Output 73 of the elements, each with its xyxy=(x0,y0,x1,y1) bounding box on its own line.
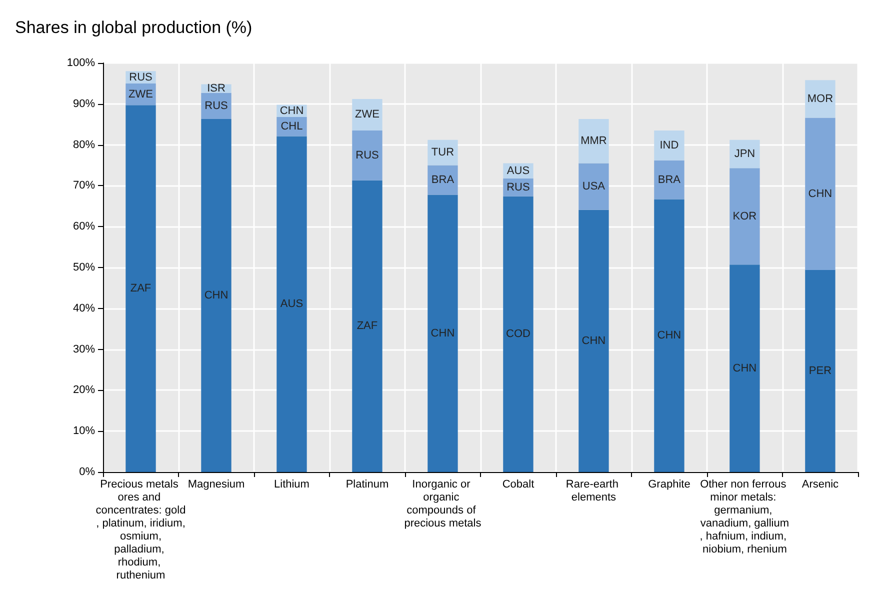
y-tick-label: 100% xyxy=(66,57,96,69)
bar xyxy=(352,130,382,180)
data-label: CHN xyxy=(430,327,455,340)
y-tick-label: 40% xyxy=(72,302,96,314)
bar xyxy=(352,98,382,130)
data-label: RUS xyxy=(204,100,228,112)
x-tick-label: Arsenic xyxy=(802,478,840,490)
x-tick-label: Lithium xyxy=(274,478,310,490)
y-tick-label: 60% xyxy=(72,220,96,233)
bar xyxy=(201,119,232,472)
bar xyxy=(352,180,382,472)
data-label: CHN xyxy=(657,330,682,342)
bar xyxy=(654,199,684,472)
bar xyxy=(578,163,609,210)
chart-title: Shares in global production (%) xyxy=(15,18,252,37)
bar xyxy=(428,194,458,472)
bar xyxy=(276,136,307,472)
data-label: MOR xyxy=(807,92,834,105)
x-tick-label: Cobalt xyxy=(502,478,534,490)
x-tick-label: Rare-earth elements xyxy=(566,478,622,504)
y-tick-label: 70% xyxy=(72,180,96,192)
bar xyxy=(428,140,458,166)
x-tick-label: Graphite xyxy=(648,478,690,490)
bar xyxy=(654,160,684,200)
bar xyxy=(503,196,534,472)
data-label: CHN xyxy=(732,362,757,374)
bar xyxy=(578,119,609,164)
data-label: ZWE xyxy=(128,88,153,100)
y-tick-label: 80% xyxy=(72,138,96,151)
data-label: CHN xyxy=(808,188,832,200)
data-label: CHN xyxy=(582,334,606,347)
data-label: CHN xyxy=(204,290,228,302)
data-label: CHL xyxy=(280,120,303,133)
y-tick-label: 10% xyxy=(72,425,96,438)
x-tick-label: Platinum xyxy=(346,478,389,490)
x-tick-label: Other non ferrous minor metals: germanium, vanadium, gallium, hafnium, indium, niobium, rhenium xyxy=(700,478,790,556)
bar xyxy=(805,118,836,270)
data-label: RUS xyxy=(129,71,152,84)
x-tick-label: Magnesium xyxy=(188,478,245,490)
data-label: MMR xyxy=(580,135,607,148)
data-label: TUR xyxy=(431,146,454,159)
y-tick-label: 90% xyxy=(72,98,96,110)
data-label: CHN xyxy=(280,104,304,117)
bar xyxy=(126,105,156,472)
data-label: AUS xyxy=(280,298,304,310)
bar xyxy=(730,140,760,168)
data-label: ZWE xyxy=(355,108,380,121)
x-tick-label: Precious metals ores and concentrates: gold, platinum, iridium, osmium, palladium, rhodium, ruthenium xyxy=(96,478,186,582)
data-label: PER xyxy=(808,364,832,377)
data-label: COD xyxy=(506,328,530,340)
y-tick-label: 30% xyxy=(72,343,96,356)
bar xyxy=(805,270,836,472)
data-label: AUS xyxy=(506,164,530,177)
y-tick-label: 0% xyxy=(79,466,96,478)
x-tick-label: Inorganic or organic compounds of precious metals xyxy=(404,478,482,530)
data-label: ZAF xyxy=(130,282,152,295)
data-label: ZAF xyxy=(356,320,378,332)
bar xyxy=(730,168,760,265)
data-label: IND xyxy=(660,139,679,152)
y-tick-label: 20% xyxy=(72,384,96,396)
bar xyxy=(730,264,760,472)
data-label: ISR xyxy=(207,82,226,95)
data-label: KOR xyxy=(732,210,757,222)
data-label: RUS xyxy=(356,149,379,162)
data-label: USA xyxy=(582,180,606,193)
data-label: JPN xyxy=(734,148,756,160)
data-label: BRA xyxy=(431,174,455,186)
bar xyxy=(805,80,836,118)
y-tick-label: 50% xyxy=(72,262,96,274)
data-label: RUS xyxy=(506,181,530,194)
bar xyxy=(578,210,609,472)
bar xyxy=(654,130,684,160)
data-label: BRA xyxy=(658,174,682,186)
